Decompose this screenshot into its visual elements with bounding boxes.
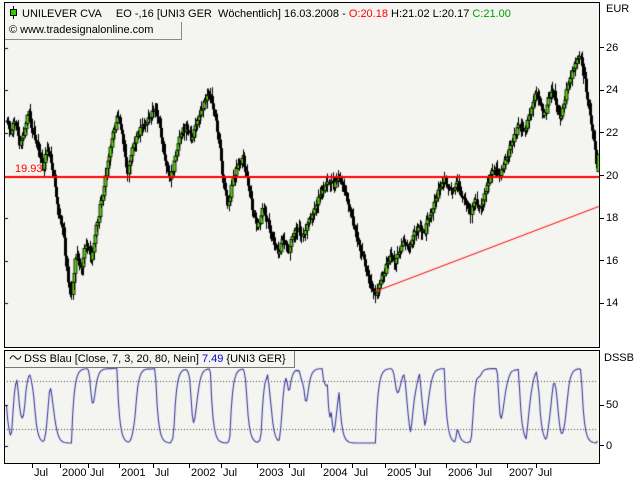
ohlc-high: H:21.02 [391, 8, 430, 20]
time-tick-label: Jul [90, 467, 105, 479]
time-tick-label: Jul [354, 467, 369, 479]
time-tick-label: Jul [291, 467, 306, 479]
price-level-label: 19.93 [15, 163, 43, 175]
time-tick-label: Jul [223, 467, 238, 479]
time-tick-label: 2003 [259, 467, 284, 479]
time-tick-label: 2005 [387, 467, 412, 479]
time-axis-tick [476, 464, 477, 468]
time-axis-tick [536, 464, 537, 468]
price-axis-tick: 24 [600, 84, 618, 96]
time-tick-label: 2001 [121, 467, 146, 479]
price-axis-tick: 18 [600, 212, 618, 224]
copyright-watermark: © www.tradesignalonline.com [5, 22, 183, 40]
indicator-name: DSS Blau [Close, 7, 3, 20, 80, Nein] [24, 353, 199, 365]
time-tick-label: 2000 [62, 467, 87, 479]
main-chart-panel: UNILEVER CVA EO -,16 [UNI3 GER Wöchentli… [4, 2, 600, 348]
time-axis-tick [321, 464, 322, 468]
price-plot[interactable] [5, 3, 599, 347]
symbol-name: UNILEVER CVA [22, 8, 102, 20]
indicator-plot[interactable] [5, 351, 599, 463]
time-tick-label: Jul [34, 467, 49, 479]
time-axis-tick [507, 464, 508, 468]
price-axis-tick: 20 [600, 170, 618, 182]
time-tick-label: 2004 [323, 467, 348, 479]
indicator-context: {UNI3 GER} [226, 353, 286, 365]
instrument-info: EO -,16 [UNI3 GER Wöchentlich] 16.03.200… [115, 8, 346, 20]
time-axis-tick [189, 464, 190, 468]
time-tick-label: 2006 [448, 467, 473, 479]
chart-header: UNILEVER CVA EO -,16 [UNI3 GER Wöchentli… [5, 3, 511, 40]
indicator-axis-label: DSSB [604, 352, 634, 364]
price-axis-tick: 14 [600, 297, 618, 309]
price-axis-tick: 16 [600, 255, 618, 267]
indicator-value: 7.49 [201, 353, 224, 365]
time-axis-tick [60, 464, 61, 468]
time-axis-tick [88, 464, 89, 468]
time-tick-label: 2007 [509, 467, 534, 479]
time-tick-label: Jul [417, 467, 432, 479]
indicator-header: DSS Blau [Close, 7, 3, 20, 80, Nein] 7.4… [5, 351, 295, 368]
indicator-axis-tick: 0 [600, 440, 612, 452]
currency-label: EUR [606, 3, 630, 15]
ohlc-low: L:20.17 [432, 8, 470, 20]
time-axis-tick [153, 464, 154, 468]
time-axis-tick [352, 464, 353, 468]
time-axis-tick [385, 464, 386, 468]
ohlc-open: O:20.18 [348, 8, 388, 20]
time-axis-tick [221, 464, 222, 468]
time-axis-tick [119, 464, 120, 468]
time-axis-tick [289, 464, 290, 468]
indicator-panel: DSS Blau [Close, 7, 3, 20, 80, Nein] 7.4… [4, 350, 600, 464]
ohlc-close: C:21.00 [472, 8, 511, 20]
wave-icon [9, 353, 22, 365]
time-tick-label: 2002 [191, 467, 216, 479]
candlestick-icon [9, 6, 18, 22]
time-tick-label: Jul [478, 467, 493, 479]
time-axis-tick [446, 464, 447, 468]
time-axis-tick [257, 464, 258, 468]
price-axis-tick: 26 [600, 42, 618, 54]
price-axis-tick: 22 [600, 127, 618, 139]
indicator-axis-tick: 50 [600, 399, 618, 411]
time-tick-label: Jul [155, 467, 170, 479]
time-axis-tick [32, 464, 33, 468]
time-tick-label: Jul [538, 467, 553, 479]
time-axis-tick [415, 464, 416, 468]
